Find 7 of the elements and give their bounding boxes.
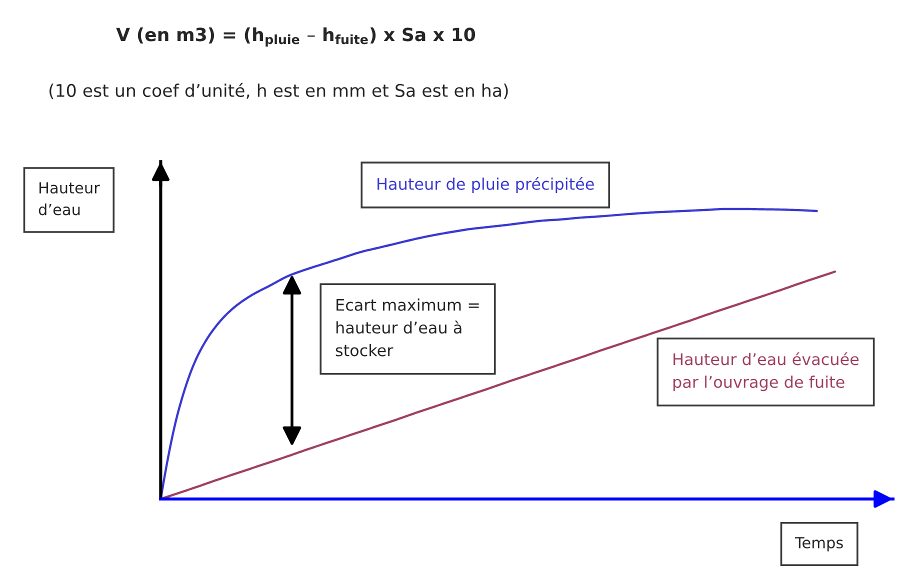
- chart-title: V (en m3) = (h$_{pluie}$ – h$_{fuite}$) x Sa x 10: [116, 27, 476, 47]
- series-label: Hauteur d’eau évacuée par l’ouvrage de fuite: [673, 352, 859, 392]
- chart-subtitle: (10 est un coef d’unité, h est en mm et Sa est en ha): [49, 82, 508, 100]
- y-axis-title: Hauteur d’eau: [38, 182, 100, 216]
- annotation: Ecart maximum = hauteur d’eau à stocker: [336, 298, 479, 356]
- x-axis-title: Temps: [794, 537, 843, 552]
- series-label: Hauteur de pluie précipitée: [378, 176, 594, 194]
